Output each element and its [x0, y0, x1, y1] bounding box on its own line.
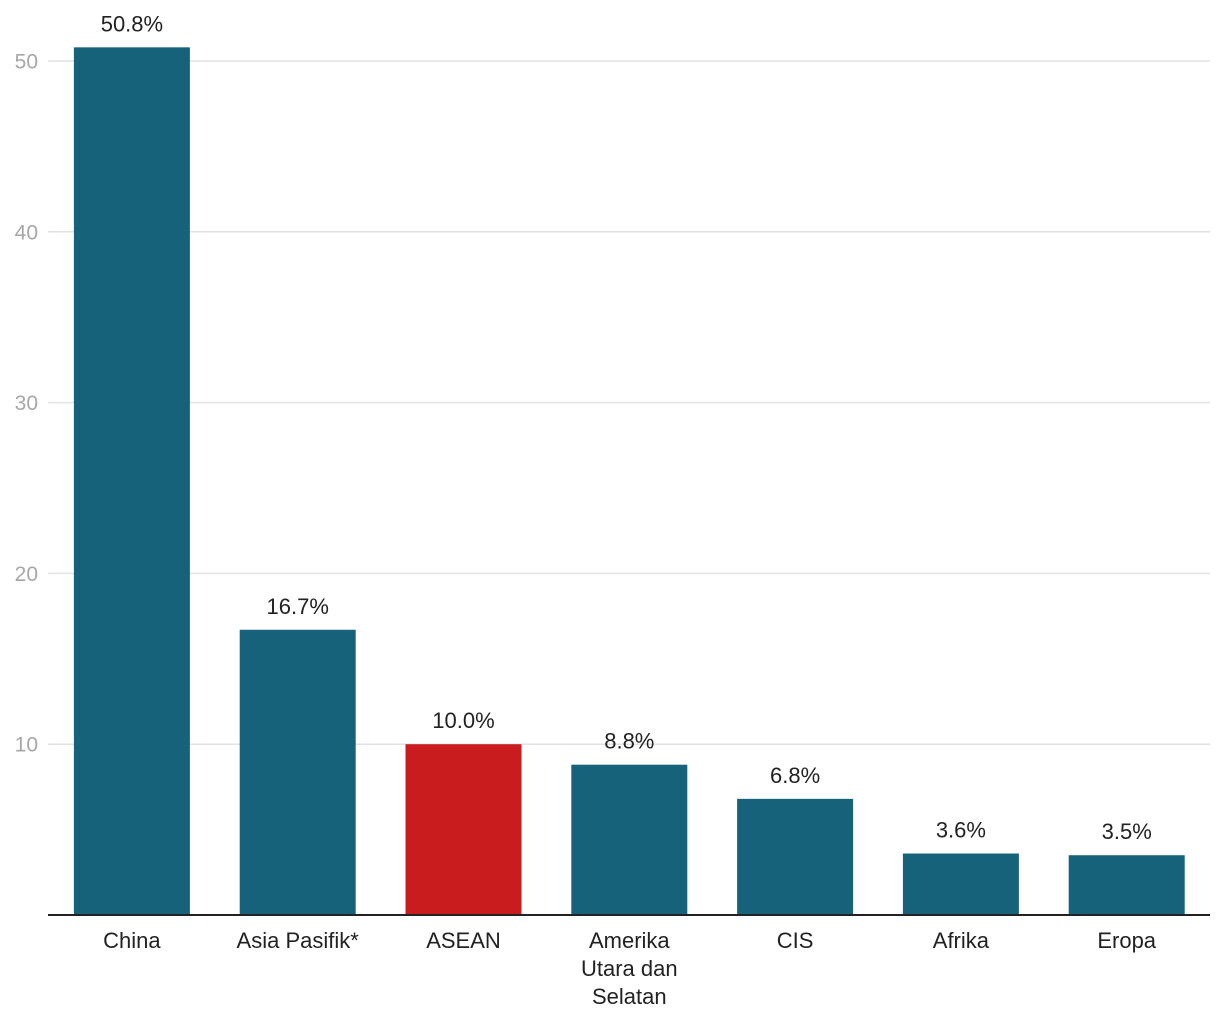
- y-tick-label: 30: [15, 392, 38, 415]
- y-axis-ticks: 10 20 30 40 50: [15, 51, 38, 757]
- bar: [571, 764, 688, 915]
- bar: [405, 744, 522, 915]
- category-label: ASEAN: [426, 928, 501, 953]
- category-label: Eropa: [1097, 928, 1156, 953]
- bar: [1068, 855, 1185, 915]
- bar-value-label: 10.0%: [432, 708, 494, 733]
- category-label: Asia Pasifik*: [237, 928, 360, 953]
- category-label-line: ASEAN: [426, 928, 501, 953]
- category-label: China: [103, 928, 161, 953]
- bar-value-label: 3.5%: [1102, 819, 1152, 844]
- bar-value-label: 6.8%: [770, 763, 820, 788]
- category-label-line: CIS: [777, 928, 814, 953]
- category-label-line: Afrika: [933, 928, 990, 953]
- category-label-line: China: [103, 928, 161, 953]
- bar-value-label: 50.8%: [101, 11, 163, 36]
- category-label-line: Utara dan: [581, 956, 678, 981]
- category-label-line: Selatan: [592, 984, 667, 1009]
- bar-value-label: 8.8%: [604, 729, 654, 754]
- category-label-line: Eropa: [1097, 928, 1156, 953]
- bar: [902, 853, 1019, 915]
- y-tick-label: 20: [15, 563, 38, 586]
- bars: [73, 47, 1185, 915]
- category-label-line: Asia Pasifik*: [237, 928, 360, 953]
- category-label-line: Amerika: [589, 928, 670, 953]
- y-tick-label: 50: [15, 51, 38, 74]
- category-label: Amerika Utara dan Selatan: [581, 928, 678, 1009]
- y-tick-label: 40: [15, 221, 38, 244]
- bar-value-label: 16.7%: [267, 594, 329, 619]
- category-label: Afrika: [933, 928, 990, 953]
- bar-value-label: 3.6%: [936, 818, 986, 843]
- bar: [239, 629, 356, 915]
- y-tick-label: 10: [15, 734, 38, 757]
- bar: [737, 798, 854, 915]
- x-axis-category-labels: China Asia Pasifik* ASEAN Amerika Utara dan S…: [103, 928, 1157, 1009]
- bar-value-labels: 50.8% 16.7% 10.0% 8.8% 6.8% 3.6% 3.5%: [101, 11, 1152, 844]
- category-label: CIS: [777, 928, 814, 953]
- gridlines: [48, 60, 1210, 745]
- bar: [73, 47, 190, 915]
